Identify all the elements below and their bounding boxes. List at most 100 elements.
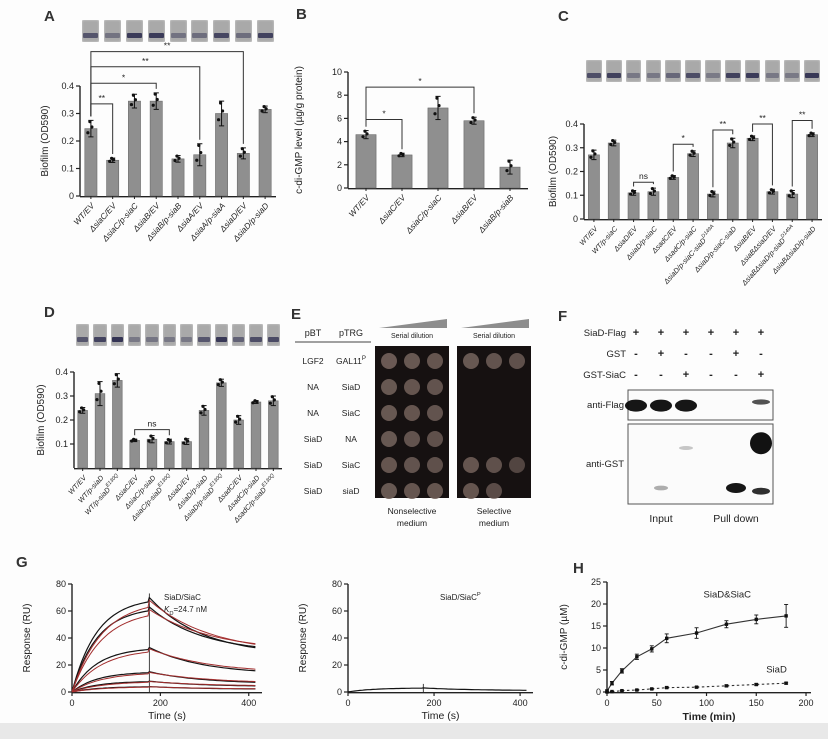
crystal-violet-band	[94, 337, 106, 342]
data-point	[787, 194, 791, 198]
data-point	[110, 156, 114, 160]
sensorgram-curve	[71, 605, 256, 692]
data-point	[670, 174, 674, 178]
label-main: K	[164, 605, 170, 614]
data-point	[435, 96, 439, 100]
colony-spot	[486, 353, 502, 369]
sensorgram-fit-curve	[71, 680, 256, 693]
y-tick-label: 0	[61, 687, 66, 697]
data-point	[216, 118, 221, 122]
label-sup: E130Q	[261, 473, 276, 489]
bar	[171, 158, 185, 197]
data-point	[201, 404, 205, 408]
panel-c: C 0 0.1 0.2 0.3 0.4 WT/EV WT/p-siaC ΔsiaD/EV Δsi…	[540, 6, 828, 298]
data-point	[754, 617, 758, 622]
bar	[181, 441, 192, 469]
label-main: GAL11	[336, 356, 362, 366]
sensorgram-fit-curve	[71, 599, 256, 692]
gel-lane-image	[125, 20, 143, 42]
data-point	[724, 684, 729, 688]
label-main: SiaD/SiaC	[440, 593, 477, 602]
crystal-violet-band	[250, 337, 262, 342]
bar	[149, 100, 163, 197]
colony-spot	[427, 379, 443, 395]
y-tick-label: 0.4	[55, 367, 68, 377]
category-label: ΔsiaC/EV	[376, 192, 409, 227]
y-tick-label: 4	[337, 137, 342, 147]
crystal-violet-band	[214, 33, 230, 38]
significance-bracket	[712, 129, 734, 188]
colony-spot	[404, 379, 420, 395]
protein-band	[654, 485, 668, 491]
data-point	[754, 682, 758, 687]
data-point	[650, 687, 654, 691]
crystal-violet-band	[215, 337, 227, 342]
data-point	[151, 103, 155, 107]
crystal-violet-band	[765, 73, 780, 78]
gel-lane-image	[93, 324, 107, 346]
y-axis-label: c-di-GMP level (µg/g protein)	[294, 66, 305, 194]
significance-bracket	[134, 429, 170, 436]
significance-bracket	[90, 66, 201, 140]
data-point	[218, 101, 223, 105]
gel-strip-c	[540, 60, 828, 84]
data-point	[471, 116, 475, 120]
significance-label: **	[142, 56, 149, 66]
panel-b: B 0 2 4 6 8 10 WT/EV ΔsiaC/EV ΔsiaC/p-siaC ΔsiaB/…	[286, 6, 538, 298]
data-point	[238, 154, 242, 158]
data-point	[648, 191, 653, 196]
significance-bracket	[90, 51, 244, 144]
data-point	[591, 149, 595, 153]
data-point	[789, 189, 793, 193]
dilution-label: Serial dilution	[473, 333, 515, 340]
panel-h: H 0 5 10 15 20 25 0 50 100 150 200 Time (min) c-di-G…	[545, 552, 828, 737]
data-point	[268, 401, 272, 405]
row-ptrg-value: NA	[345, 434, 357, 444]
data-point	[78, 410, 82, 414]
gel-lane-image	[234, 20, 252, 42]
curve-annotation: SiaD/SiaCP	[440, 592, 481, 602]
condition-sign: -	[734, 369, 738, 381]
significance-label: ns	[148, 419, 157, 429]
y-tick-label: 10	[591, 643, 601, 653]
gel-lane-image	[705, 60, 721, 82]
row-pbt-value: NA	[307, 408, 319, 418]
panel-letter-c: C	[558, 8, 569, 25]
significance-label: *	[682, 133, 686, 143]
y-tick-label: 6	[337, 113, 342, 123]
bar	[355, 134, 377, 189]
condition-sign: +	[658, 348, 664, 360]
data-point	[260, 109, 264, 113]
data-point	[620, 669, 624, 673]
bar	[707, 193, 719, 220]
bar	[216, 382, 227, 469]
data-point	[203, 407, 207, 412]
x-tick-label: 400	[241, 698, 256, 708]
data-point	[184, 437, 188, 441]
data-point	[166, 437, 170, 442]
data-point	[272, 398, 276, 402]
y-tick-label: 0.2	[55, 415, 68, 425]
condition-sign: +	[708, 327, 714, 339]
label-sup: D149A	[700, 223, 715, 239]
data-point	[182, 441, 186, 445]
data-point	[730, 137, 734, 141]
condition-label: SiaD-Flag	[584, 328, 626, 339]
significance-label: **	[164, 41, 171, 51]
y-tick-label: 60	[56, 606, 66, 616]
data-point	[668, 176, 672, 180]
bar	[627, 192, 640, 220]
data-point	[251, 401, 255, 405]
bar	[164, 441, 175, 469]
data-point	[747, 137, 752, 142]
colony-spot	[509, 457, 525, 473]
data-point	[665, 685, 669, 690]
data-point	[784, 614, 788, 618]
data-point	[151, 436, 155, 441]
data-point	[609, 142, 613, 147]
data-point	[635, 655, 639, 659]
data-point	[88, 120, 92, 124]
data-point	[437, 104, 441, 108]
significance-label: *	[122, 72, 126, 82]
